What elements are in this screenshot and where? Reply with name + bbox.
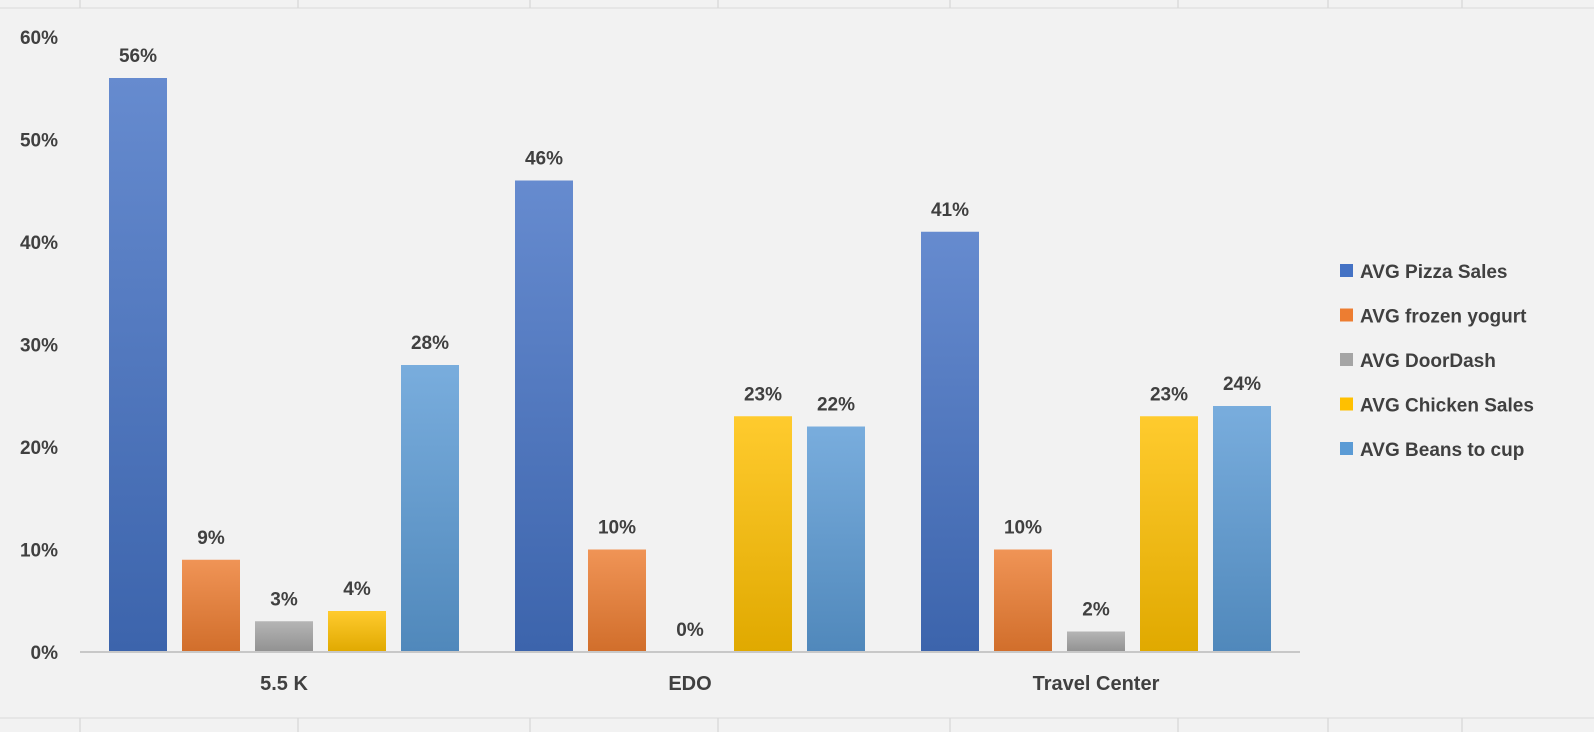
y-tick-label: 30% (20, 336, 58, 357)
legend-swatch (1340, 442, 1353, 455)
bar-avg-pizza-sales-5-5-k (109, 78, 167, 652)
bar-avg-beans-to-cup-edo (807, 426, 865, 652)
data-label: 0% (676, 620, 704, 641)
legend-label: AVG Beans to cup (1360, 440, 1524, 461)
data-label: 2% (1082, 600, 1110, 621)
bar-avg-pizza-sales-travel-center (921, 231, 979, 652)
x-axis: 5.5 K EDO Travel Center (80, 651, 1300, 695)
legend-label: AVG DoorDash (1360, 351, 1496, 372)
data-label: 10% (598, 518, 636, 539)
y-tick-label: 60% (20, 28, 58, 49)
y-tick-label: 10% (20, 541, 58, 562)
legend-swatch (1340, 308, 1353, 322)
y-tick-label: 0% (31, 643, 59, 664)
legend-swatch (1340, 264, 1353, 277)
bar-avg-beans-to-cup-travel-center (1213, 406, 1271, 652)
data-label: 28% (411, 333, 449, 354)
legend-swatch (1340, 397, 1353, 411)
data-label: 4% (343, 579, 371, 600)
bars-group (109, 78, 1271, 652)
x-category-label: EDO (668, 673, 711, 695)
y-tick-label: 40% (20, 233, 58, 254)
legend-label: AVG Pizza Sales (1360, 262, 1508, 283)
data-label: 10% (1004, 518, 1042, 539)
data-label: 3% (270, 589, 298, 610)
data-label: 41% (931, 200, 969, 221)
data-label: 22% (817, 395, 855, 416)
bar-avg-frozen-yogurt-travel-center (994, 549, 1052, 652)
bar-avg-doordash-travel-center (1067, 631, 1125, 652)
data-label: 46% (525, 149, 563, 170)
bar-avg-chicken-sales-edo (734, 416, 792, 652)
bar-avg-doordash-5-5-k (255, 621, 313, 652)
y-axis: 0% 10% 20% 30% 40% 50% 60% (20, 28, 58, 664)
data-label: 23% (744, 384, 782, 405)
data-label: 56% (119, 46, 157, 67)
x-category-label: Travel Center (1033, 673, 1160, 695)
data-label: 9% (197, 528, 225, 549)
bar-avg-frozen-yogurt-5-5-k (182, 559, 240, 652)
legend: AVG Pizza Sales AVG frozen yogurt AVG Door… (1340, 262, 1534, 461)
legend-label: AVG Chicken Sales (1360, 396, 1534, 417)
bar-avg-beans-to-cup-5-5-k (401, 365, 459, 652)
legend-swatch (1340, 353, 1353, 366)
bar-avg-chicken-sales-travel-center (1140, 416, 1198, 652)
x-category-label: 5.5 K (260, 673, 308, 695)
bar-avg-pizza-sales-edo (515, 180, 573, 652)
y-tick-label: 50% (20, 131, 58, 152)
data-label: 23% (1150, 384, 1188, 405)
data-label: 24% (1223, 374, 1261, 395)
y-tick-label: 20% (20, 438, 58, 459)
data-labels-group: 56% 9% 3% 4% 28% 46% 10% 0% 23% 22% 41% 10% 2% 23% 24% (119, 46, 1261, 641)
legend-label: AVG frozen yogurt (1360, 307, 1527, 328)
bar-avg-frozen-yogurt-edo (588, 549, 646, 652)
bar-avg-chicken-sales-5-5-k (328, 611, 386, 652)
